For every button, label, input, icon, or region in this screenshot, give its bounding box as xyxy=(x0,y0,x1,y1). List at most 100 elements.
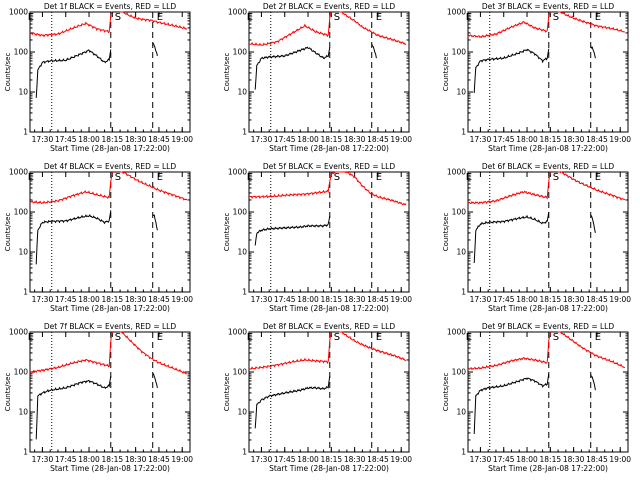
x-tick-label: 19:00 xyxy=(609,295,631,304)
events-series-line xyxy=(254,375,331,429)
x-tick-label: 18:45 xyxy=(586,455,608,464)
y-tick-label: 1 xyxy=(23,288,28,297)
y-axis-label: Counts/sec xyxy=(223,213,231,252)
x-tick-label: 18:45 xyxy=(148,135,170,144)
x-tick-label: 18:15 xyxy=(540,455,562,464)
x-tick-label: 17:45 xyxy=(274,455,296,464)
time-marker-label: S xyxy=(553,12,559,23)
time-marker-label: S xyxy=(115,332,121,343)
y-tick-label: 1000 xyxy=(447,168,466,177)
time-marker-label: S xyxy=(334,332,340,343)
y-tick-label: 1 xyxy=(242,288,247,297)
x-tick-label: 18:00 xyxy=(297,455,319,464)
time-marker-label: E xyxy=(595,12,601,23)
plot-frame xyxy=(248,171,410,293)
detector-panel: Det 8f BLACK = Events, RED = LLD 1 10 100 10… xyxy=(223,322,412,473)
x-tick-label: 18:45 xyxy=(148,455,170,464)
time-marker-label: E xyxy=(28,12,34,23)
x-tick-label: 18:00 xyxy=(516,455,538,464)
x-tick-label: 18:00 xyxy=(78,295,100,304)
time-marker-label: E xyxy=(595,172,601,183)
plot-frame xyxy=(467,171,629,293)
x-tick-label: 17:45 xyxy=(493,455,515,464)
x-axis-label: Start Time (28-Jan-08 17:22:00) xyxy=(50,464,170,473)
time-marker-label: E xyxy=(376,172,382,183)
y-tick-label: 1 xyxy=(23,128,28,137)
x-tick-label: 17:45 xyxy=(493,135,515,144)
time-marker-label: S xyxy=(334,12,340,23)
y-tick-label: 1000 xyxy=(447,8,466,17)
y-axis-label: Counts/sec xyxy=(4,213,12,252)
x-tick-label: 18:30 xyxy=(344,295,366,304)
detector-panel: Det 6f BLACK = Events, RED = LLD 1 10 100 10… xyxy=(442,162,631,313)
x-tick-label: 18:30 xyxy=(125,295,147,304)
lld-series-line xyxy=(558,331,626,369)
plot-frame xyxy=(29,171,191,293)
y-tick-label: 100 xyxy=(14,48,29,57)
lld-series-line xyxy=(120,331,187,375)
panel-title: Det 8f BLACK = Events, RED = LLD xyxy=(263,322,396,331)
x-tick-label: 18:30 xyxy=(563,295,585,304)
x-tick-label: 18:00 xyxy=(297,135,319,144)
x-tick-label: 17:30 xyxy=(32,135,54,144)
time-marker-label: S xyxy=(115,12,121,23)
x-tick-label: 18:00 xyxy=(516,295,538,304)
time-marker-label: E xyxy=(247,332,253,343)
x-tick-label: 18:15 xyxy=(102,135,124,144)
events-series-line xyxy=(152,42,158,57)
x-tick-label: 17:45 xyxy=(55,135,77,144)
x-tick-label: 18:15 xyxy=(102,295,124,304)
lld-series-line xyxy=(29,11,113,38)
x-tick-label: 18:15 xyxy=(102,455,124,464)
x-tick-label: 17:45 xyxy=(55,455,77,464)
panel-title: Det 3f BLACK = Events, RED = LLD xyxy=(482,2,615,11)
events-series-line xyxy=(473,211,550,264)
events-series-line xyxy=(152,214,158,231)
time-marker-label: E xyxy=(466,332,472,343)
time-marker-label: S xyxy=(553,172,559,183)
x-tick-label: 18:30 xyxy=(125,135,147,144)
y-tick-label: 100 xyxy=(233,208,248,217)
events-series-line xyxy=(35,49,112,98)
x-tick-label: 18:45 xyxy=(367,135,389,144)
events-series-line xyxy=(35,375,112,440)
y-tick-label: 1000 xyxy=(228,168,247,177)
y-tick-label: 1 xyxy=(461,448,466,457)
lld-series-line xyxy=(120,11,188,30)
x-tick-label: 19:00 xyxy=(390,455,412,464)
lld-series-line xyxy=(558,11,626,33)
x-tick-label: 18:45 xyxy=(586,295,608,304)
x-axis-label: Start Time (28-Jan-08 17:22:00) xyxy=(488,144,608,153)
time-marker-label: E xyxy=(376,332,382,343)
y-axis-label: Counts/sec xyxy=(4,53,12,92)
x-tick-label: 17:30 xyxy=(470,135,492,144)
y-tick-label: 10 xyxy=(237,408,247,417)
x-tick-label: 18:45 xyxy=(148,295,170,304)
y-tick-label: 10 xyxy=(18,248,28,257)
time-marker-label: E xyxy=(595,332,601,343)
x-tick-label: 17:45 xyxy=(55,295,77,304)
y-tick-label: 100 xyxy=(14,368,29,377)
lld-series-line xyxy=(248,171,407,206)
y-axis-label: Counts/sec xyxy=(442,53,450,92)
x-axis-label: Start Time (28-Jan-08 17:22:00) xyxy=(488,304,608,313)
y-tick-label: 10 xyxy=(456,88,466,97)
y-tick-label: 100 xyxy=(452,48,467,57)
x-tick-label: 17:30 xyxy=(470,455,492,464)
x-tick-label: 18:30 xyxy=(125,455,147,464)
lld-series-line xyxy=(120,171,188,201)
events-series-line xyxy=(590,374,596,391)
x-tick-label: 18:30 xyxy=(563,135,585,144)
events-series-line xyxy=(35,210,112,265)
time-marker-label: S xyxy=(553,332,559,343)
x-axis-label: Start Time (28-Jan-08 17:22:00) xyxy=(488,464,608,473)
y-tick-label: 100 xyxy=(14,208,29,217)
panel-title: Det 6f BLACK = Events, RED = LLD xyxy=(482,162,615,171)
x-axis-label: Start Time (28-Jan-08 17:22:00) xyxy=(269,464,389,473)
lld-series-line xyxy=(249,331,332,370)
y-tick-label: 1000 xyxy=(228,8,247,17)
panel-title: Det 2f BLACK = Events, RED = LLD xyxy=(263,2,396,11)
y-tick-label: 1 xyxy=(23,448,28,457)
panel-title: Det 1f BLACK = Events, RED = LLD xyxy=(44,2,177,11)
